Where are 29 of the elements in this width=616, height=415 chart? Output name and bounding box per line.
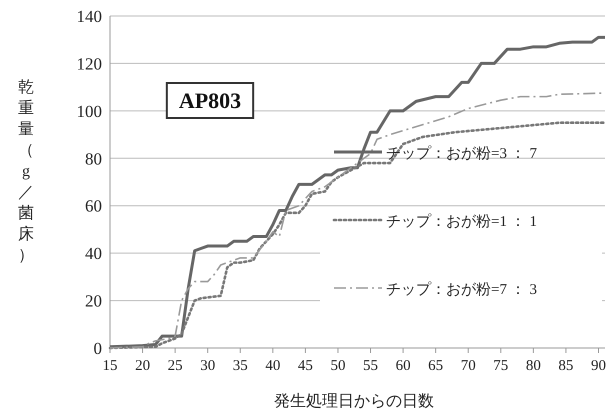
y-tick-label: 80 [85,149,102,168]
legend-label: チップ：おが粉=1 ： 1 [386,213,537,230]
x-tick-label: 65 [428,358,444,374]
x-tick-label: 50 [330,358,346,374]
x-tick-label: 85 [558,358,574,374]
x-tick-label: 80 [526,358,541,374]
x-tick-label: 60 [396,358,411,374]
x-tick-label: 20 [135,358,150,374]
x-tick-label: 40 [265,358,280,374]
annotation: AP803 [178,88,242,113]
x-tick-label: 90 [590,358,606,374]
y-tick-label: 40 [85,244,102,264]
text: 乾重量（g／菌床） [18,79,34,264]
y-tick-label: 100 [76,102,102,121]
y-tick-label: 140 [76,7,102,26]
y-tick-label: 20 [85,292,102,311]
x-tick-label: 70 [460,358,476,374]
y-tick-label: 120 [76,54,102,74]
y-tick-label: 0 [94,339,102,358]
y-tick-label: 60 [85,196,102,216]
x-tick-label: 55 [363,358,378,374]
legend-label: チップ：おが粉=7 ： 3 [386,281,537,298]
x-tick-label: 15 [102,358,118,374]
x-tick-label: 30 [200,358,216,374]
x-tick-label: 75 [493,358,508,374]
x-tick-label: 35 [232,358,248,374]
x-tick-label: 25 [168,358,183,374]
x-axis-title: 発生処理日からの日数 [274,392,434,410]
x-tick-label: 45 [298,358,313,374]
